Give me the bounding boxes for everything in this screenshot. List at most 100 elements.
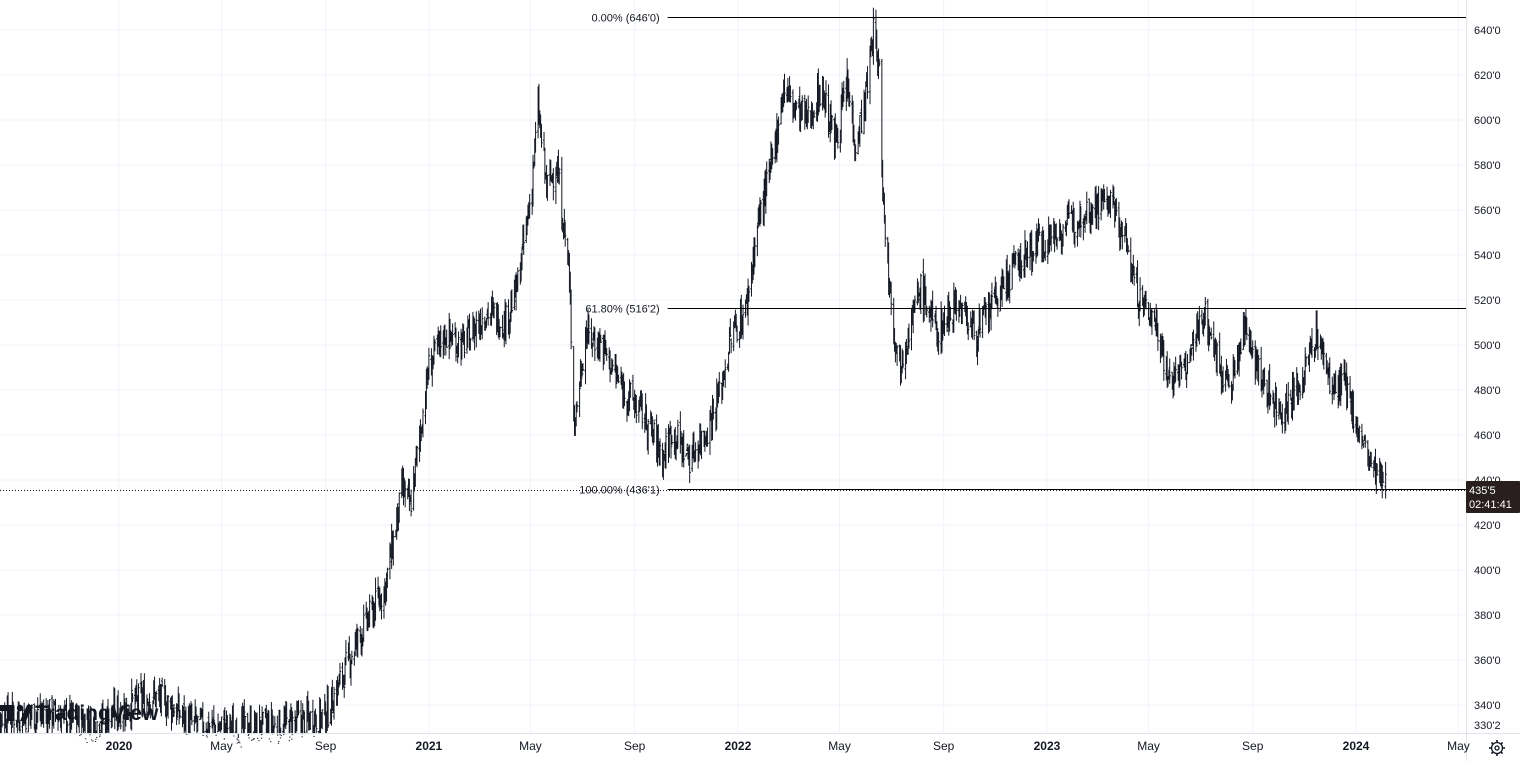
ohlc-bar (1008, 264, 1011, 304)
ohlc-bar (303, 711, 306, 733)
tradingview-logo[interactable]: TradingView (0, 702, 159, 725)
ohlc-bar (1109, 189, 1112, 219)
ohlc-bar (984, 302, 988, 326)
ohlc-bar (1257, 354, 1260, 386)
ohlc-bar (1078, 200, 1082, 228)
ohlc-bar (664, 428, 668, 469)
ohlc-bar (125, 697, 128, 715)
ohlc-bar (392, 530, 395, 566)
ohlc-bar (961, 302, 964, 324)
ohlc-bar (669, 425, 673, 459)
x-tick-label: Sep (624, 739, 646, 753)
ohlc-bar (623, 381, 626, 407)
ohlc-bar (1251, 340, 1254, 358)
ohlc-bar (226, 715, 229, 733)
ohlc-bar (113, 688, 116, 730)
ohlc-bar (949, 306, 952, 321)
y-tick-label: 460'0 (1474, 430, 1501, 442)
ohlc-bar (1038, 223, 1041, 236)
ohlc-bar (747, 285, 751, 302)
ohlc-bar (652, 419, 656, 443)
ohlc-bar (712, 398, 715, 420)
ohlc-bar (1239, 338, 1243, 355)
ohlc-bar (1180, 361, 1183, 380)
ohlc-bar (433, 339, 437, 352)
ohlc-bar (485, 317, 488, 328)
ohlc-bar (895, 345, 899, 366)
ohlc-bar (1381, 465, 1384, 499)
ohlc-bar (1263, 367, 1266, 387)
ohlc-bar (228, 713, 232, 733)
ohlc-bar (1334, 370, 1337, 394)
ohlc-bar (1002, 276, 1005, 290)
ohlc-bar (907, 323, 911, 349)
ohlc-bar (439, 325, 442, 358)
ohlc-bar (1020, 260, 1023, 279)
tradingview-logo-icon (0, 704, 33, 721)
ohlc-bar (581, 363, 585, 372)
ohlc-bar (160, 677, 164, 687)
x-tick-label: Sep (315, 739, 337, 753)
ohlc-bar (344, 640, 348, 666)
ohlc-bar (981, 305, 984, 339)
settings-gear-icon[interactable] (1489, 740, 1505, 756)
ohlc-bar (858, 114, 862, 147)
ohlc-bar (629, 381, 632, 398)
ohlc-bar (309, 710, 312, 730)
ohlc-bar (249, 705, 253, 741)
ohlc-bar (617, 374, 620, 384)
ohlc-bar (913, 295, 917, 314)
ohlc-bar (1189, 344, 1193, 362)
ohlc-bar (789, 85, 792, 103)
ohlc-bar (1370, 452, 1373, 468)
ohlc-bar (427, 347, 431, 380)
ohlc-bar (593, 327, 597, 362)
ohlc-bar (990, 282, 994, 310)
time-axis[interactable]: 2020 May Sep 2021 May Sep 2022 May Sep 2023 May Sep… (0, 733, 1520, 754)
price-axis[interactable]: 640'0 620'0 600'0 580'0 560'0 540'0 520'0 500'0… (1466, 0, 1501, 761)
y-tick-label: 360'0 (1474, 655, 1501, 667)
ohlc-bar (1085, 191, 1088, 225)
ohlc-bar (1198, 305, 1201, 345)
ohlc-bar (143, 673, 146, 716)
ohlc-bar (321, 709, 324, 730)
ohlc-bar (878, 59, 881, 67)
ohlc-bar (285, 701, 288, 725)
x-tick-label: May (519, 739, 542, 753)
ohlc-bar (137, 683, 140, 715)
ohlc-bar (332, 686, 336, 720)
ohlc-bar (98, 723, 101, 736)
ohlc-bar (1233, 360, 1237, 379)
countdown-timer: 02:41:41 (1469, 499, 1512, 511)
ohlc-bar (475, 311, 478, 348)
ohlc-bar (267, 710, 271, 740)
ohlc-bar (396, 503, 399, 532)
ohlc-bar (89, 706, 93, 741)
ohlc-bar (469, 337, 472, 351)
ohlc-bar (569, 289, 573, 350)
y-tick-label: 600'0 (1474, 115, 1501, 127)
ohlc-bar (670, 435, 674, 446)
x-tick-label: 2021 (416, 739, 443, 753)
ohlc-bar (75, 703, 78, 733)
ohlc-bar (552, 168, 555, 201)
ohlc-bar (1210, 327, 1213, 340)
ohlc-bar (220, 716, 223, 731)
fibonacci-retracement[interactable]: 0.00% (646'0) 61.80% (516'2) 100.00% (436'… (579, 13, 1466, 497)
ohlc-bar (202, 721, 205, 737)
ohlc-bar (415, 445, 419, 468)
y-tick-label: 500'0 (1474, 340, 1501, 352)
ohlc-bar (232, 703, 235, 737)
last-price-value: 435'5 (1469, 485, 1496, 497)
ohlc-bar (578, 381, 581, 418)
ohlc-bar (925, 305, 928, 318)
y-tick-label: 540'0 (1474, 250, 1501, 262)
ohlc-bar (771, 147, 774, 165)
ohlc-bar (1014, 250, 1017, 266)
ohlc-bar (78, 705, 81, 737)
x-tick-label: Sep (1242, 739, 1264, 753)
ohlc-bar (1362, 442, 1365, 448)
ohlc-bar (554, 166, 558, 204)
